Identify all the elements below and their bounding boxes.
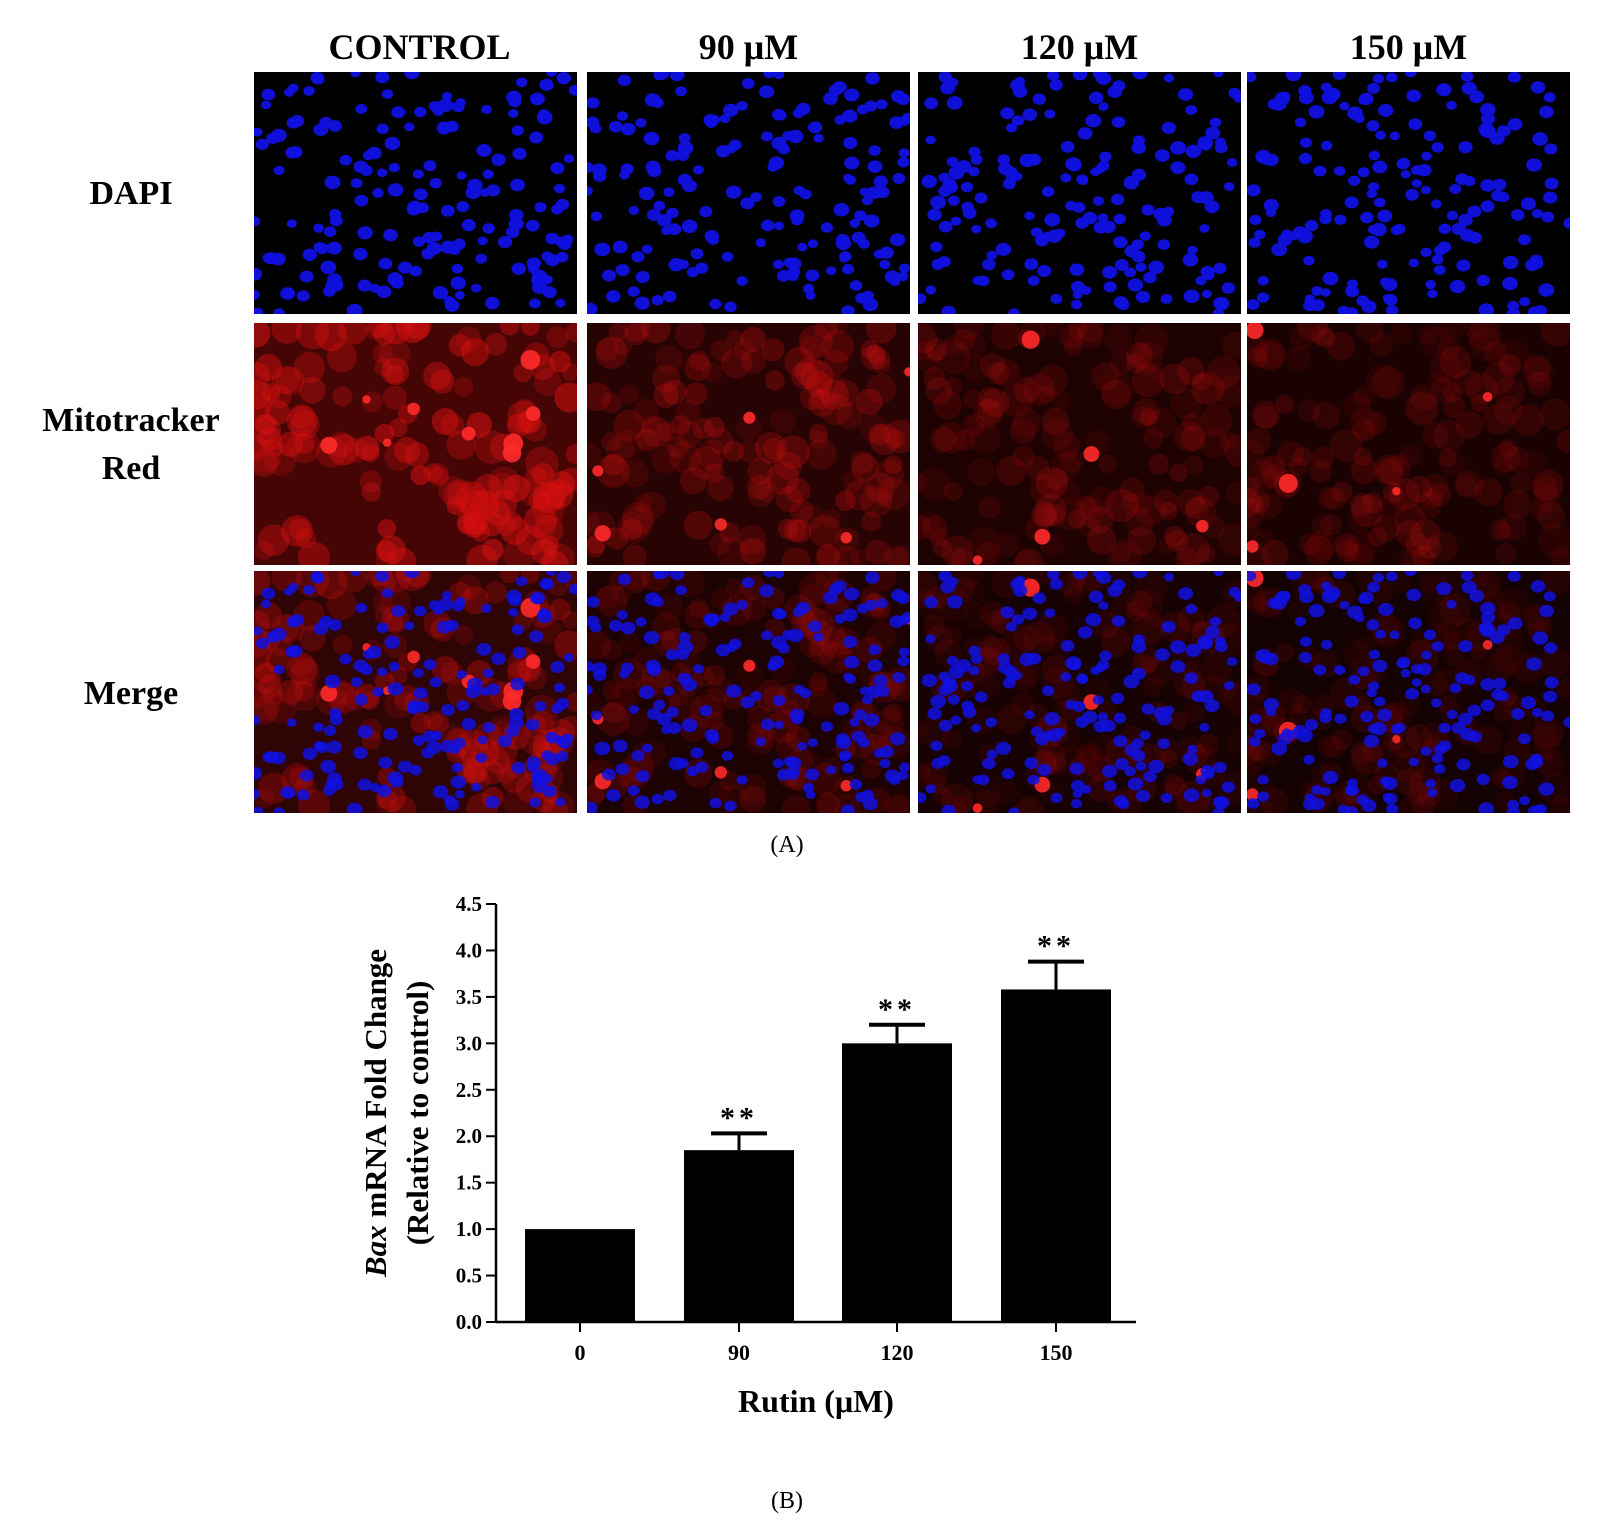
- y-tick-label: 4.5: [456, 892, 482, 916]
- significance-marker-150: **: [1037, 930, 1075, 963]
- micrograph-merge-control: [254, 571, 577, 813]
- bar-0: [525, 1229, 635, 1322]
- column-header-control: CONTROL: [328, 27, 511, 67]
- row-label-mitotracker-line1: Mitotracker: [42, 402, 220, 439]
- y-tick-label: 4.0: [456, 938, 482, 962]
- error-bar-150: [1028, 959, 1084, 990]
- significance-marker-90: **: [720, 1101, 758, 1134]
- micrograph-merge-120: [918, 571, 1241, 813]
- micrograph-dapi-150: [1247, 72, 1570, 314]
- micrograph-merge-150: [1247, 571, 1570, 813]
- y-tick-label: 2.5: [456, 1078, 482, 1102]
- row-label-mitotracker-line2: Red: [101, 450, 161, 487]
- error-bar-120: [869, 1022, 925, 1044]
- micrograph-merge-90: [587, 571, 910, 813]
- micrograph-mitotracker-150: [1247, 323, 1570, 565]
- panel-a-caption: (A): [770, 832, 804, 858]
- row-label-merge: Merge: [83, 675, 179, 712]
- x-axis-title: Rutin (μM): [738, 1383, 894, 1419]
- y-tick-label: 1.0: [456, 1217, 482, 1241]
- micrograph-dapi-control: [254, 72, 577, 314]
- x-tick-label: 150: [1040, 1340, 1073, 1365]
- micrograph-mitotracker-control: [254, 323, 577, 565]
- y-tick-label: 1.5: [456, 1171, 482, 1195]
- y-axis-title: Bax mRNA Fold Change: [358, 949, 393, 1278]
- y-tick-label: 2.0: [456, 1124, 482, 1148]
- column-header-90: 90 μM: [698, 27, 799, 67]
- x-tick-label: 90: [728, 1340, 750, 1365]
- micrograph-mitotracker-90: [587, 323, 910, 565]
- y-axis-title-line2: (Relative to control): [400, 981, 435, 1246]
- bar-150: [1001, 989, 1111, 1322]
- x-tick-label: 0: [575, 1340, 586, 1365]
- bar-90: [684, 1150, 794, 1322]
- y-tick-label: 3.0: [456, 1031, 482, 1055]
- micrograph-dapi-120: [918, 72, 1241, 314]
- column-header-120: 120 μM: [1020, 27, 1139, 67]
- bar-120: [842, 1043, 952, 1322]
- y-tick-label: 0.0: [456, 1310, 482, 1334]
- significance-marker-120: **: [878, 993, 916, 1026]
- error-bar-90: [711, 1131, 767, 1151]
- column-header-150: 150 μM: [1349, 27, 1468, 67]
- row-label-dapi: DAPI: [89, 175, 173, 212]
- y-tick-label: 0.5: [456, 1264, 482, 1288]
- y-tick-label: 3.5: [456, 985, 482, 1009]
- row-label-mitotracker-red: Mitotracker Red: [20, 397, 242, 493]
- panel-b-caption: (B): [771, 1488, 803, 1514]
- micrograph-mitotracker-120: [918, 323, 1241, 565]
- micrograph-dapi-90: [587, 72, 910, 314]
- x-tick-label: 120: [881, 1340, 914, 1365]
